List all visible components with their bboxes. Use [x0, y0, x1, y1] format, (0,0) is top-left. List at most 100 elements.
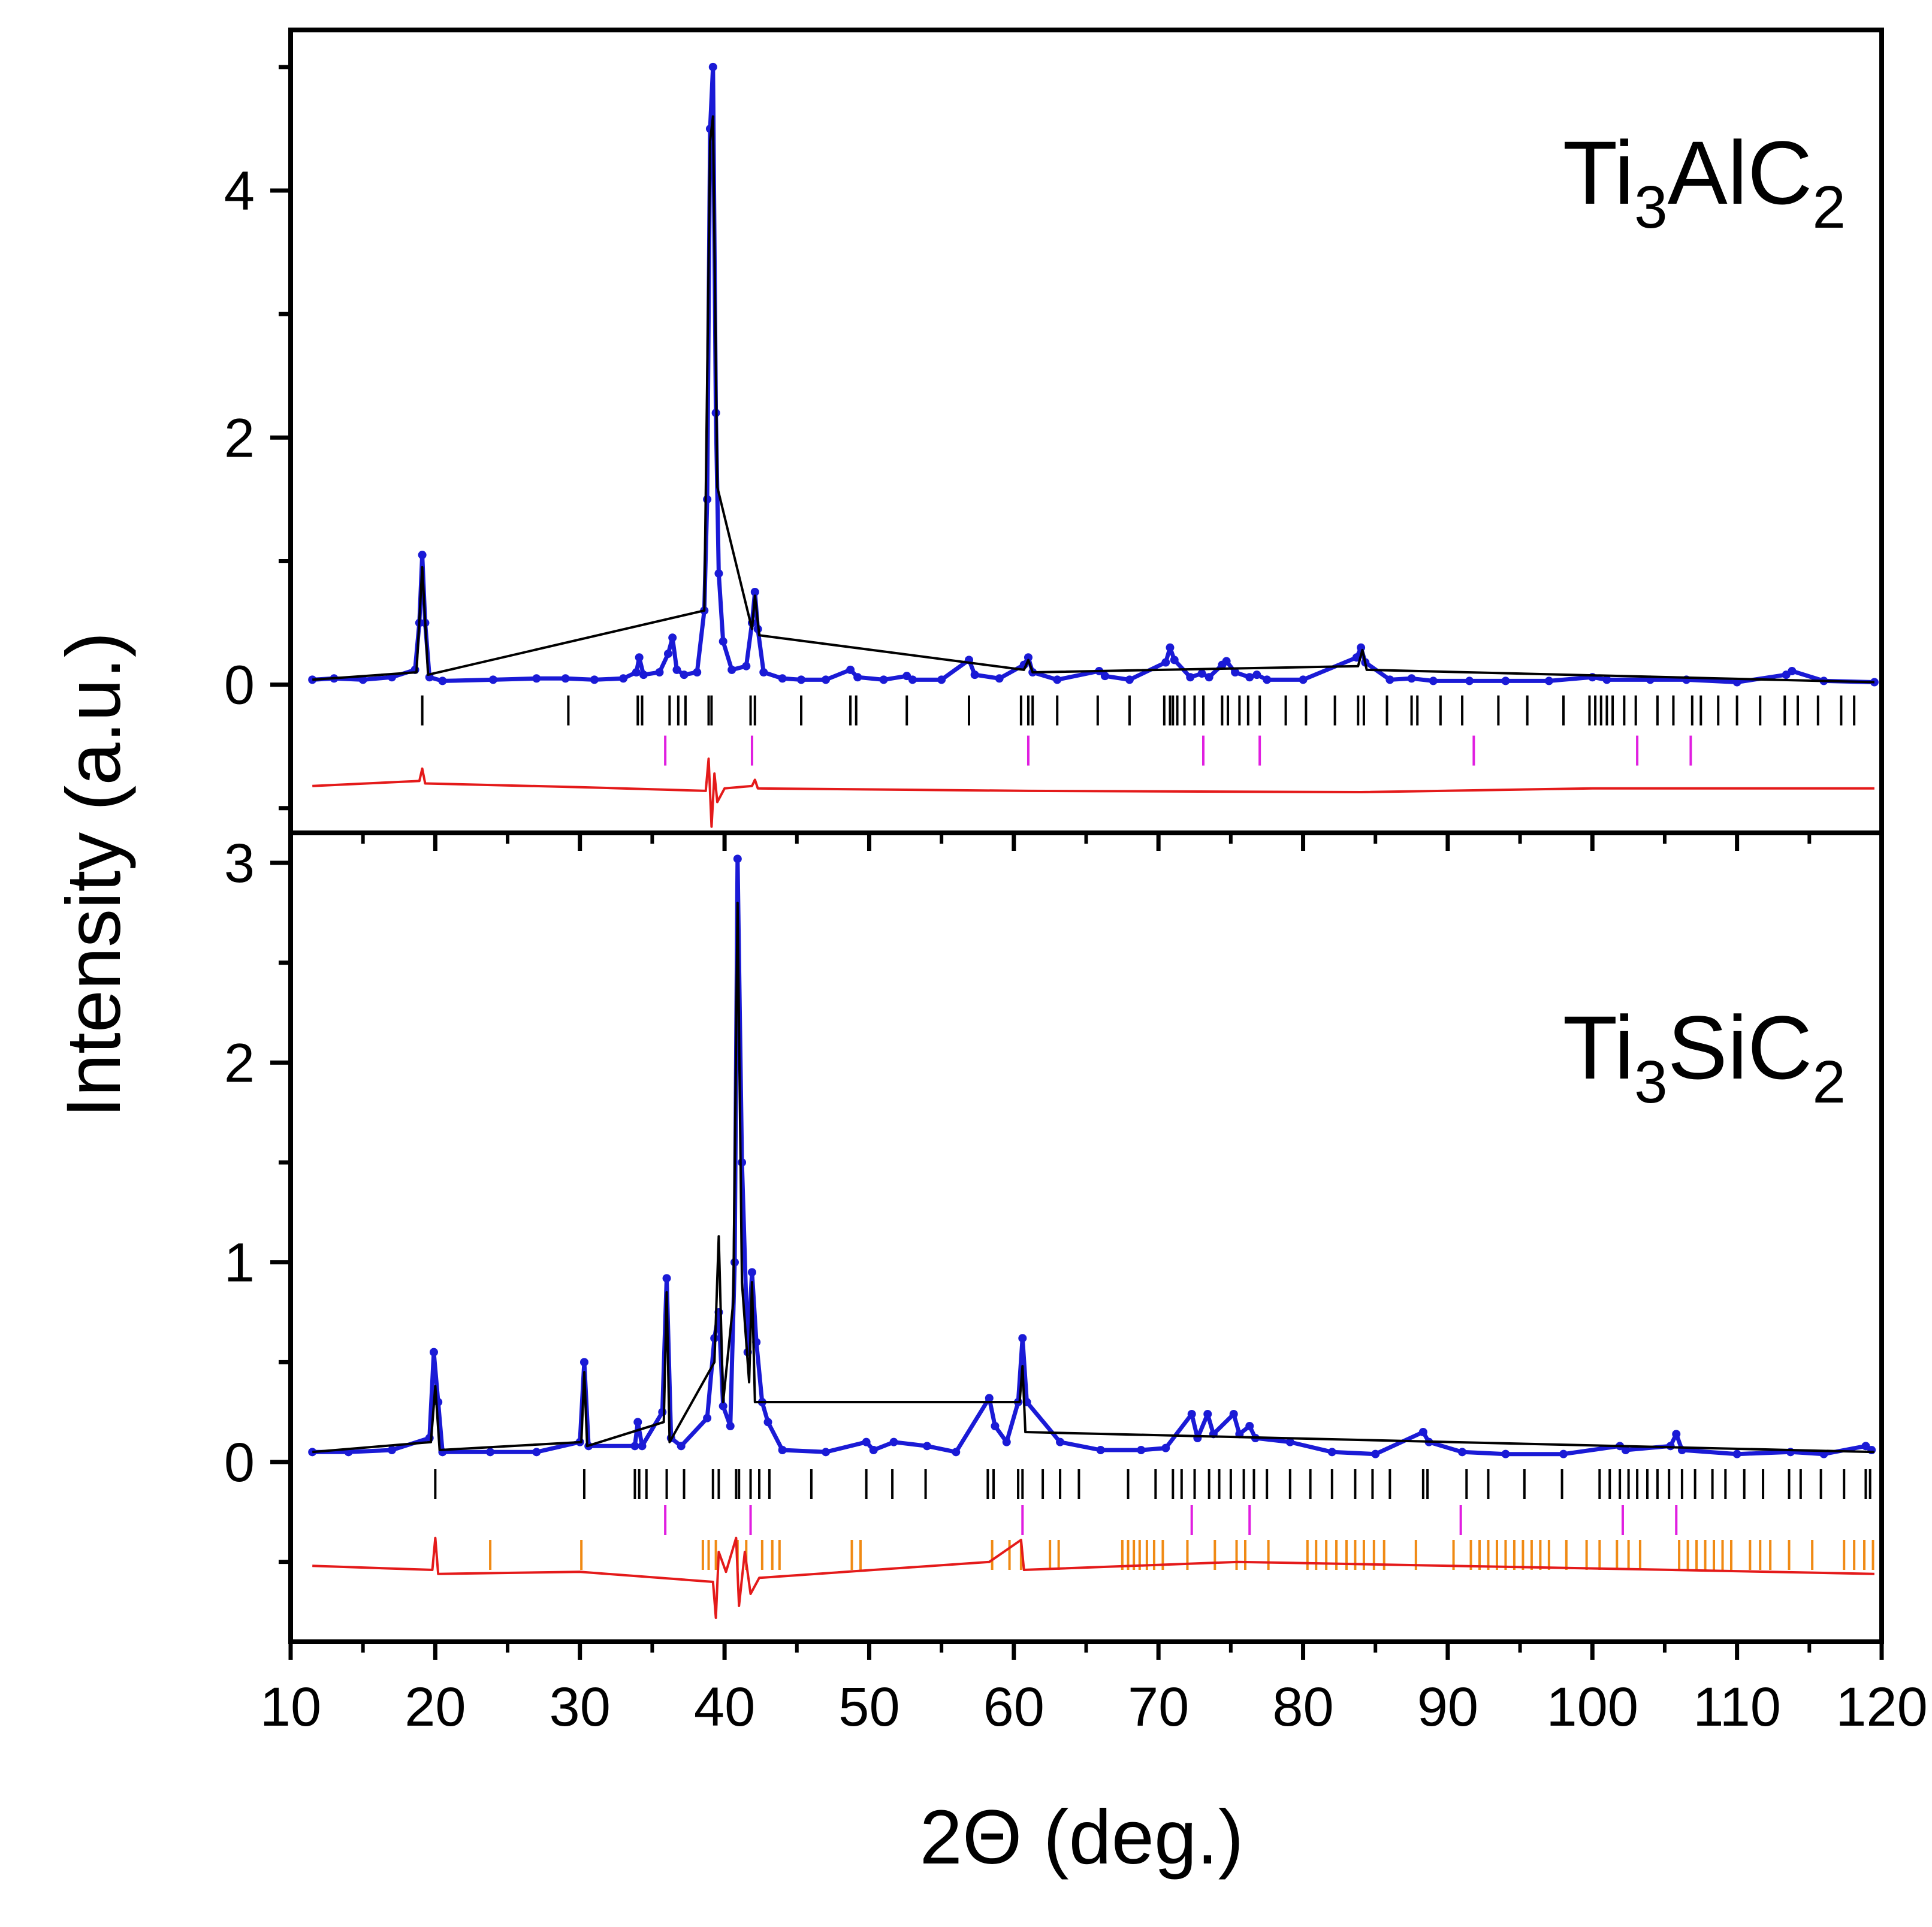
observed-point — [579, 1358, 588, 1367]
observed-point — [1501, 1449, 1510, 1458]
observed-point — [672, 665, 681, 674]
observed-point — [1166, 643, 1175, 652]
observed-point — [680, 670, 689, 679]
observed-point — [1197, 669, 1206, 678]
x-tick-label: 80 — [1272, 1677, 1333, 1738]
observed-point — [1544, 676, 1553, 685]
observed-point — [742, 662, 751, 670]
observed-point — [750, 588, 759, 596]
observed-point — [1053, 675, 1062, 684]
observed-point — [879, 675, 888, 684]
calculated-line — [312, 115, 1874, 684]
observed-point — [1732, 1449, 1741, 1458]
observed-point — [1096, 1446, 1105, 1454]
observed-point — [668, 633, 677, 642]
observed-point — [1205, 673, 1213, 682]
observed-point — [1245, 673, 1254, 682]
observed-point — [970, 670, 979, 679]
observed-point — [662, 1274, 671, 1283]
observed-point — [1203, 1410, 1212, 1418]
observed-point — [632, 668, 641, 676]
x-axis-title: 2Θ (deg.) — [920, 1795, 1244, 1880]
observed-point — [719, 1402, 727, 1410]
observed-point — [923, 1442, 931, 1451]
calculated-line — [312, 901, 1874, 1454]
observed-point — [1788, 666, 1797, 675]
observed-point — [703, 1413, 712, 1422]
observed-point — [1870, 678, 1879, 687]
observed-point — [759, 668, 768, 676]
y-tick-label: 1 — [224, 1233, 255, 1294]
observed-point — [869, 1446, 878, 1454]
x-tick-label: 50 — [838, 1677, 899, 1738]
observed-point — [1056, 1437, 1065, 1446]
x-tick-label: 120 — [1836, 1677, 1928, 1738]
observed-point — [1458, 1448, 1467, 1457]
observed-point — [862, 1437, 871, 1446]
observed-point — [778, 674, 787, 683]
observed-point — [1429, 676, 1438, 685]
observed-point — [1371, 1449, 1380, 1458]
observed-point — [822, 1448, 831, 1457]
panel-top: 0 2 4 Ti3AlC2 — [224, 28, 1884, 851]
y-tick-label: 0 — [224, 655, 255, 716]
observed-point — [714, 569, 723, 578]
observed-point — [1385, 675, 1394, 684]
panel-label: Ti3SiC2 — [1563, 997, 1846, 1116]
observed-point — [1161, 658, 1170, 667]
x-tick-label: 30 — [550, 1677, 611, 1738]
observed-point — [429, 1348, 438, 1357]
observed-point — [747, 1268, 756, 1277]
x-tick-label: 20 — [404, 1677, 466, 1738]
observed-point — [1222, 657, 1231, 666]
observed-point — [797, 675, 806, 684]
observed-point — [726, 1422, 735, 1430]
x-axis: 10 20 30 40 50 60 70 80 90 100 110 120 — [260, 1677, 1928, 1738]
observed-point — [488, 675, 497, 684]
observed-point — [763, 1418, 772, 1427]
observed-point — [1407, 674, 1416, 683]
observed-point — [1418, 1428, 1427, 1436]
x-tick-label: 100 — [1547, 1677, 1639, 1738]
observed-point — [633, 1418, 642, 1427]
observed-point — [1229, 1410, 1238, 1418]
observed-point — [985, 1394, 994, 1403]
observed-point — [438, 676, 447, 685]
observed-point — [1357, 643, 1366, 652]
observed-point — [1285, 1437, 1294, 1446]
observed-point — [1100, 672, 1109, 681]
observed-point — [1018, 1334, 1027, 1343]
observed-point — [727, 665, 736, 674]
observed-point — [1559, 1449, 1568, 1458]
observed-point — [1187, 1410, 1196, 1418]
observed-point — [532, 1448, 541, 1457]
observed-point — [418, 551, 427, 560]
observed-point — [1602, 675, 1611, 684]
panel-bottom: 0 1 2 3 Ti3SiC2 — [224, 830, 1884, 1660]
observed-point — [822, 675, 831, 684]
observed-point — [1002, 1437, 1011, 1446]
observed-point — [853, 673, 862, 682]
observed-point — [486, 1448, 495, 1457]
difference-line — [312, 757, 1874, 828]
observed-point — [638, 1442, 647, 1451]
observed-point — [1327, 1448, 1336, 1457]
observed-point — [619, 674, 628, 683]
observed-point — [908, 675, 917, 684]
panel-label: Ti3AlC2 — [1563, 122, 1846, 241]
observed-point — [937, 675, 946, 684]
observed-point — [778, 1446, 787, 1454]
x-tick-label: 10 — [260, 1677, 321, 1738]
observed-point — [1501, 676, 1510, 685]
x-tick-label: 60 — [983, 1677, 1045, 1738]
observed-point — [532, 674, 541, 683]
x-tick-label: 40 — [694, 1677, 755, 1738]
y-tick-label: 0 — [224, 1432, 255, 1493]
observed-point — [889, 1437, 898, 1446]
difference-line — [312, 1536, 1874, 1619]
observed-point — [358, 675, 367, 684]
observed-point — [1161, 1443, 1170, 1452]
x-tick-label: 90 — [1417, 1677, 1478, 1738]
observed-point — [693, 668, 702, 676]
